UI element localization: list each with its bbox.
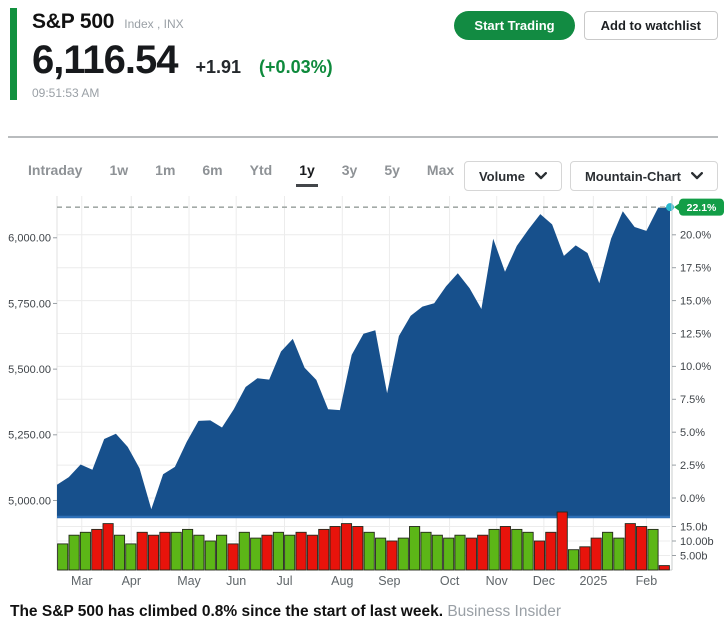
tab-1y[interactable]: 1y bbox=[296, 162, 318, 187]
svg-text:Jul: Jul bbox=[277, 574, 293, 588]
svg-text:Mar: Mar bbox=[71, 574, 93, 588]
svg-text:Dec: Dec bbox=[533, 574, 555, 588]
chart-type-dropdown-label: Mountain-Chart bbox=[584, 168, 681, 184]
svg-text:2.5%: 2.5% bbox=[680, 460, 705, 472]
svg-text:10.0%: 10.0% bbox=[680, 361, 711, 373]
caption-source: Business Insider bbox=[447, 603, 562, 620]
svg-text:0.0%: 0.0% bbox=[680, 493, 705, 505]
svg-text:6,000.00: 6,000.00 bbox=[8, 233, 51, 245]
volume-dropdown[interactable]: Volume bbox=[463, 161, 562, 191]
price-area bbox=[57, 207, 670, 516]
svg-text:Nov: Nov bbox=[486, 574, 509, 588]
volume-dropdown-label: Volume bbox=[478, 168, 525, 184]
svg-text:2025: 2025 bbox=[579, 574, 607, 588]
svg-text:Jun: Jun bbox=[226, 574, 246, 588]
svg-text:5,500.00: 5,500.00 bbox=[8, 364, 51, 376]
price-change: +1.91 bbox=[195, 57, 242, 77]
quote-timestamp: 09:51:53 AM bbox=[32, 86, 100, 100]
svg-text:5.00b: 5.00b bbox=[680, 550, 708, 562]
chevron-down-icon bbox=[691, 172, 703, 180]
accent-bar bbox=[10, 8, 17, 100]
start-trading-button[interactable]: Start Trading bbox=[454, 11, 575, 40]
svg-text:5,000.00: 5,000.00 bbox=[8, 495, 51, 507]
svg-text:10.00b: 10.00b bbox=[680, 536, 714, 548]
tab-1m[interactable]: 1m bbox=[155, 162, 176, 178]
svg-text:20.0%: 20.0% bbox=[680, 230, 711, 242]
tab-3y[interactable]: 3y bbox=[341, 162, 358, 178]
caption-text: The S&P 500 has climbed 0.8% since the s… bbox=[10, 603, 444, 620]
left-axis-labels: 6,000.00 5,750.00 5,500.00 5,250.00 5,000.00 bbox=[8, 233, 57, 507]
chevron-down-icon bbox=[534, 172, 547, 180]
svg-text:17.5%: 17.5% bbox=[680, 263, 711, 275]
tab-5y[interactable]: 5y bbox=[384, 162, 400, 178]
svg-text:22.1%: 22.1% bbox=[687, 202, 717, 214]
chart-type-dropdown[interactable]: Mountain-Chart bbox=[569, 161, 718, 191]
tab-intraday[interactable]: Intraday bbox=[28, 162, 83, 178]
svg-text:15.0%: 15.0% bbox=[680, 295, 711, 307]
svg-text:Feb: Feb bbox=[636, 574, 658, 588]
svg-text:7.5%: 7.5% bbox=[680, 394, 705, 406]
svg-text:May: May bbox=[177, 574, 201, 588]
svg-text:5.0%: 5.0% bbox=[680, 427, 705, 439]
chart-controls: Volume Mountain-Chart bbox=[463, 161, 718, 191]
divider bbox=[8, 136, 718, 138]
tab-6m[interactable]: 6m bbox=[202, 162, 223, 178]
price-change-percent: (+0.03%) bbox=[259, 57, 333, 77]
tab-ytd[interactable]: Ytd bbox=[249, 162, 273, 178]
tab-1w[interactable]: 1w bbox=[109, 162, 129, 178]
page-title: S&P 500 bbox=[32, 10, 115, 33]
svg-text:5,750.00: 5,750.00 bbox=[8, 298, 51, 310]
svg-text:Apr: Apr bbox=[122, 574, 141, 588]
month-labels: Mar Apr May Jun Jul Aug Sep Oct Nov Dec 2025 Feb bbox=[71, 574, 657, 588]
right-axis-labels: 20.0% 17.5% 15.0% 12.5% 10.0% 7.5% 5.0% 2.5% 0.0… bbox=[672, 230, 714, 562]
tab-max[interactable]: Max bbox=[426, 162, 455, 178]
current-price: 6,116.54 bbox=[32, 38, 178, 82]
range-tabs: Intraday 1w 1m 6m Ytd 1y 3y 5y Max bbox=[28, 162, 454, 187]
quote-header: S&P 500 Index , INX 6,116.54 +1.91 (+0.0… bbox=[32, 10, 333, 100]
volume-bars bbox=[57, 511, 670, 571]
svg-text:5,250.00: 5,250.00 bbox=[8, 430, 51, 442]
add-to-watchlist-button[interactable]: Add to watchlist bbox=[583, 11, 718, 40]
caption: The S&P 500 has climbed 0.8% since the s… bbox=[10, 603, 561, 621]
svg-text:15.0b: 15.0b bbox=[680, 521, 708, 533]
current-change-badge: 22.1% bbox=[674, 198, 724, 216]
svg-text:12.5%: 12.5% bbox=[680, 328, 711, 340]
svg-text:Sep: Sep bbox=[378, 574, 400, 588]
svg-text:Aug: Aug bbox=[331, 574, 353, 588]
current-price-dot-icon bbox=[666, 203, 674, 212]
svg-text:Oct: Oct bbox=[440, 574, 460, 588]
instrument-type: Index , INX bbox=[124, 17, 184, 31]
